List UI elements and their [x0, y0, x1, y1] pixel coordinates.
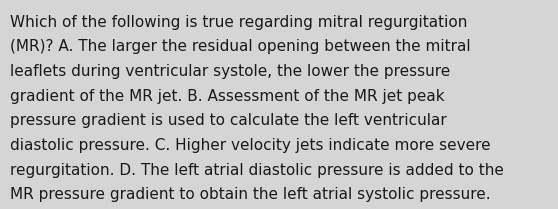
Text: gradient of the MR jet. B. Assessment of the MR jet peak: gradient of the MR jet. B. Assessment of…: [10, 89, 445, 104]
Text: Which of the following is true regarding mitral regurgitation: Which of the following is true regarding…: [10, 15, 468, 30]
Text: MR pressure gradient to obtain the left atrial systolic pressure.: MR pressure gradient to obtain the left …: [10, 187, 490, 202]
Text: diastolic pressure. C. Higher velocity jets indicate more severe: diastolic pressure. C. Higher velocity j…: [10, 138, 490, 153]
Text: regurgitation. D. The left atrial diastolic pressure is added to the: regurgitation. D. The left atrial diasto…: [10, 163, 504, 178]
Text: pressure gradient is used to calculate the left ventricular: pressure gradient is used to calculate t…: [10, 113, 447, 128]
Text: (MR)? A. The larger the residual opening between the mitral: (MR)? A. The larger the residual opening…: [10, 39, 470, 54]
Text: leaflets during ventricular systole, the lower the pressure: leaflets during ventricular systole, the…: [10, 64, 450, 79]
